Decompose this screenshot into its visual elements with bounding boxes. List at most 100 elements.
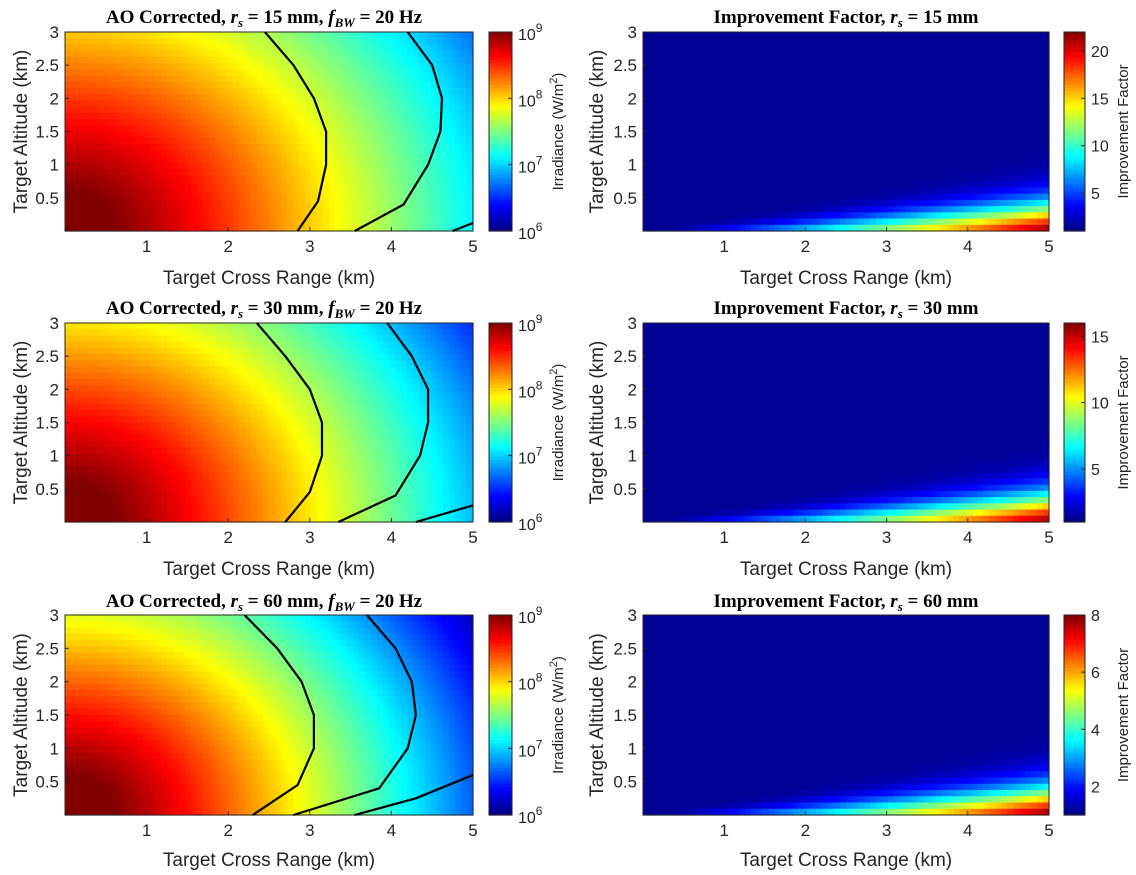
heatmap-cell	[905, 44, 913, 52]
heatmap-cell	[167, 212, 174, 220]
heatmap-cell	[953, 131, 961, 139]
heatmap-cell	[95, 181, 102, 189]
heatmap-cell	[756, 75, 764, 83]
heatmap-cell	[347, 125, 354, 133]
heatmap-cell	[209, 81, 216, 89]
heatmap-cell	[672, 112, 680, 120]
heatmap-cell	[431, 38, 438, 46]
heatmap-cell	[977, 63, 984, 70]
heatmap-cell	[660, 81, 668, 89]
heatmap-cell	[648, 100, 656, 108]
heatmap-cell	[851, 181, 859, 189]
heatmap-cell	[371, 335, 378, 343]
heatmap-cell	[179, 323, 186, 330]
heatmap-cell	[401, 323, 408, 330]
heatmap-cell	[305, 137, 312, 145]
heatmap-cell	[911, 199, 919, 207]
heatmap-cell	[720, 193, 728, 201]
heatmap-cell	[125, 119, 132, 126]
heatmap-cell	[744, 199, 752, 207]
heatmap-cell	[887, 199, 895, 207]
heatmap-cell	[816, 131, 823, 139]
heatmap-cell	[413, 100, 420, 108]
heatmap-cell	[239, 206, 246, 213]
heatmap-cell	[209, 150, 216, 157]
heatmap-cell	[929, 131, 937, 139]
heatmap-cell	[1001, 56, 1008, 64]
heatmap-cell	[143, 94, 150, 102]
heatmap-cell	[359, 193, 366, 201]
heatmap-cell	[983, 119, 990, 126]
heatmap-cell	[245, 94, 252, 102]
heatmap-cell	[977, 218, 984, 226]
heatmap-cell	[83, 360, 90, 368]
heatmap-cell	[425, 193, 432, 201]
heatmap-cell	[875, 224, 883, 232]
heatmap-cell	[726, 69, 734, 77]
heatmap-cell	[257, 341, 264, 349]
heatmap-cell	[953, 32, 961, 39]
heatmap-cell	[840, 125, 847, 133]
heatmap-cell	[137, 150, 144, 157]
heatmap-cell	[1013, 218, 1020, 226]
heatmap-cell	[263, 69, 270, 77]
heatmap-cell	[726, 143, 734, 151]
heatmap-cell	[251, 347, 258, 355]
heatmap-cell	[995, 156, 1002, 164]
heatmap-cell	[359, 50, 366, 58]
heatmap-cell	[461, 143, 468, 151]
heatmap-cell	[431, 162, 438, 170]
heatmap-cell	[131, 56, 138, 64]
heatmap-cell	[95, 162, 102, 170]
heatmap-cell	[780, 100, 787, 108]
heatmap-cell	[774, 81, 781, 89]
heatmap-cell	[643, 87, 650, 95]
heatmap-cell	[995, 119, 1002, 126]
heatmap-cell	[965, 193, 972, 201]
heatmap-cell	[323, 119, 330, 126]
heatmap-cell	[905, 199, 913, 207]
heatmap-cell	[840, 38, 847, 46]
heatmap-cell	[413, 162, 420, 170]
heatmap-cell	[371, 94, 378, 102]
heatmap-cell	[389, 56, 396, 64]
heatmap-cell	[335, 119, 342, 126]
heatmap-cell	[828, 32, 835, 39]
heatmap-cell	[185, 94, 192, 102]
heatmap-cell	[965, 143, 972, 151]
heatmap-cell	[299, 175, 306, 182]
heatmap-cell	[143, 199, 150, 207]
heatmap-cell	[101, 131, 108, 139]
colorbar-segment	[489, 206, 512, 210]
heatmap-cell	[89, 218, 96, 226]
heatmap-cell	[431, 125, 438, 133]
heatmap-cell	[137, 44, 144, 52]
heatmap-cell	[143, 181, 150, 189]
heatmap-cell	[143, 143, 150, 151]
heatmap-cell	[905, 75, 913, 83]
heatmap-cell	[1001, 143, 1008, 151]
heatmap-cell	[923, 119, 931, 126]
colorbar-segment	[489, 91, 512, 95]
heatmap-cell	[959, 69, 967, 77]
heatmap-cell	[95, 119, 102, 126]
heatmap-cell	[173, 212, 180, 220]
heatmap-cell	[71, 137, 78, 145]
heatmap-cell	[1043, 181, 1050, 189]
heatmap-cell	[215, 199, 222, 207]
heatmap-cell	[173, 181, 180, 189]
heatmap-cell	[137, 206, 144, 213]
heatmap-cell	[431, 81, 438, 89]
heatmap-cell	[389, 212, 396, 220]
heatmap-cell	[191, 106, 198, 114]
heatmap-cell	[365, 125, 372, 133]
heatmap-cell	[917, 56, 925, 64]
heatmap-cell	[185, 168, 192, 176]
heatmap-cell	[143, 38, 150, 46]
heatmap-cell	[425, 75, 432, 83]
heatmap-cell	[335, 125, 342, 133]
heatmap-cell	[347, 323, 354, 330]
heatmap-cell	[1031, 218, 1038, 226]
heatmap-cell	[762, 112, 769, 120]
heatmap-cell	[995, 187, 1002, 195]
